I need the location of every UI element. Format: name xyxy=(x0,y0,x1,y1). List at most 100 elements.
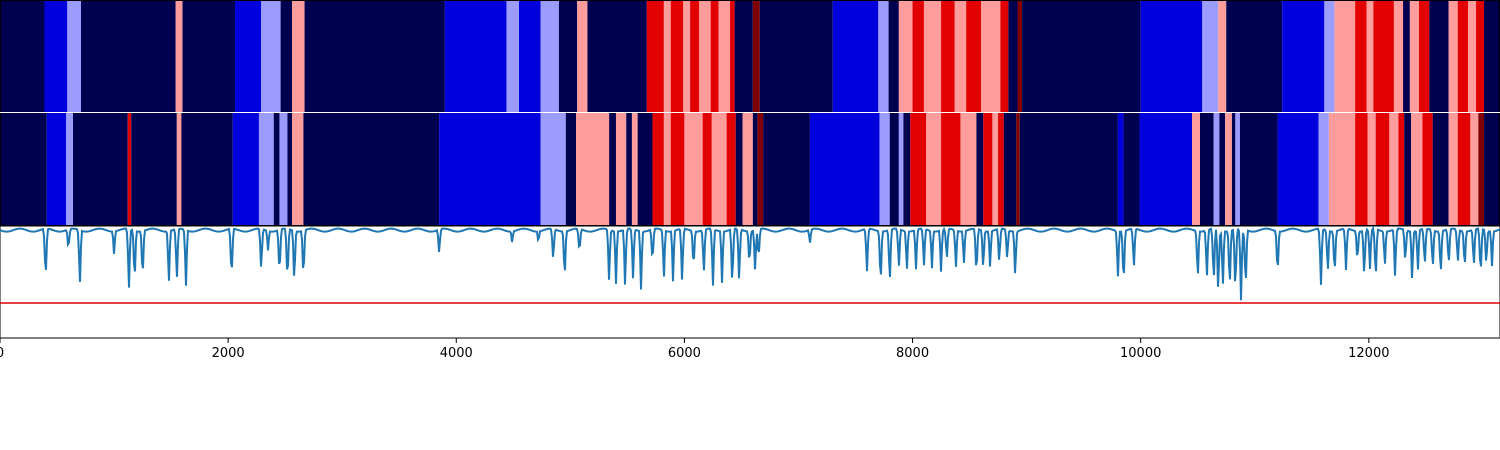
ribbon-segment xyxy=(1277,113,1319,225)
ribbon-top xyxy=(0,1,1500,112)
ribbon-segment xyxy=(1003,113,1017,225)
ribbon-segment xyxy=(1139,113,1193,225)
ribbon-segment xyxy=(652,113,664,225)
ribbon-segment xyxy=(80,1,176,112)
ribbon-segment xyxy=(631,113,638,225)
ribbon-segment xyxy=(0,113,47,225)
ribbon-segment xyxy=(1429,1,1449,112)
ribbon-segment xyxy=(912,1,924,112)
ribbon-segment xyxy=(280,1,293,112)
line-panel xyxy=(0,225,1500,339)
ribbon-segment xyxy=(832,1,879,112)
ribbon-segment xyxy=(1422,113,1433,225)
ribbon-segment xyxy=(1432,113,1449,225)
ribbon-segment xyxy=(684,113,703,225)
ribbon-segment xyxy=(519,1,541,112)
ribbon-segment xyxy=(577,1,588,112)
ribbon-segment xyxy=(439,113,541,225)
ribbon-segment xyxy=(1393,1,1404,112)
ribbon-segment xyxy=(1419,1,1430,112)
signal-line xyxy=(0,225,1500,301)
x-tick-label: 4000 xyxy=(440,346,473,361)
ribbon-segment xyxy=(998,113,1004,225)
ribbon-segment xyxy=(1403,1,1410,112)
ribbon-segment xyxy=(1468,1,1477,112)
ribbon-segment xyxy=(1334,1,1356,112)
ribbon-segment xyxy=(726,113,736,225)
ribbon-segment xyxy=(258,113,274,225)
ribbon-segment xyxy=(292,1,305,112)
ribbon-bottom xyxy=(0,113,1500,225)
ribbon-segment xyxy=(626,113,632,225)
ribbon-segment xyxy=(752,1,760,112)
ribbon-segment xyxy=(960,113,977,225)
ribbon-segment xyxy=(926,113,942,225)
ribbon-segment xyxy=(663,113,671,225)
ribbon-segment xyxy=(1318,113,1329,225)
ribbon-segment xyxy=(637,113,653,225)
ribbon-segment xyxy=(73,113,128,225)
ribbon-segment xyxy=(879,113,890,225)
ribbon-segment xyxy=(734,1,753,112)
ribbon-segment xyxy=(1457,113,1471,225)
ribbon-segment xyxy=(752,113,758,225)
ribbon-segment xyxy=(898,113,904,225)
ribbon-segment xyxy=(699,1,711,112)
ribbon-segment xyxy=(1448,1,1458,112)
ribbon-segment xyxy=(1019,113,1118,225)
ribbon-segment xyxy=(710,1,719,112)
ribbon-segment xyxy=(609,113,616,225)
ribbon-segment xyxy=(46,113,67,225)
ribbon-segment xyxy=(127,113,132,225)
ribbon-segment xyxy=(763,113,810,225)
ribbon-segment xyxy=(809,113,880,225)
x-tick-label: 2000 xyxy=(212,346,245,361)
ribbon-segment xyxy=(66,113,73,225)
ribbon-segment xyxy=(690,1,700,112)
ribbon-segment xyxy=(683,1,691,112)
ribbon-segment xyxy=(670,1,684,112)
ribbon-segment xyxy=(1373,1,1394,112)
ribbon-segment xyxy=(1484,113,1500,225)
ribbon-segment xyxy=(941,113,961,225)
ribbon-segment xyxy=(1202,1,1219,112)
ribbon-segment xyxy=(1484,1,1500,112)
ribbon-segment xyxy=(576,113,610,225)
ribbon-segment xyxy=(1140,1,1203,112)
ribbon-segment xyxy=(1328,113,1356,225)
ribbon-segment xyxy=(757,113,764,225)
ribbon-segment xyxy=(273,113,280,225)
ribbon-segment xyxy=(506,1,520,112)
ribbon-segment xyxy=(565,113,577,225)
ribbon-segment xyxy=(1239,113,1278,225)
ribbon-segment xyxy=(1355,1,1367,112)
ribbon-segment xyxy=(1000,1,1009,112)
ribbon-segment xyxy=(1016,113,1020,225)
ribbon-segment xyxy=(910,113,927,225)
ribbon-segment xyxy=(1017,1,1023,112)
ribbon-segment xyxy=(711,113,727,225)
ribbon-segment xyxy=(1213,113,1220,225)
ribbon-segment xyxy=(444,1,507,112)
ribbon-segment xyxy=(1404,113,1412,225)
ribbon-segment xyxy=(558,1,578,112)
ribbon-segment xyxy=(759,1,833,112)
ribbon-segment xyxy=(742,113,753,225)
ribbon-segment xyxy=(0,1,45,112)
ribbon-segment xyxy=(1022,1,1141,112)
ribbon-segment xyxy=(903,113,911,225)
ribbon-segment xyxy=(303,113,440,225)
ribbon-segment xyxy=(889,113,899,225)
ribbon-segment xyxy=(1231,113,1236,225)
ribbon-segment xyxy=(718,1,731,112)
ribbon-segment xyxy=(1476,1,1485,112)
ribbon-segment xyxy=(181,113,233,225)
ribbon-segment xyxy=(1225,113,1232,225)
ribbon-segment xyxy=(1324,1,1335,112)
ribbon-segment xyxy=(1219,113,1226,225)
ribbon-segment xyxy=(175,1,183,112)
ribbon-segment xyxy=(1398,113,1405,225)
ribbon-segment xyxy=(1409,1,1420,112)
ribbon-segment xyxy=(287,113,293,225)
